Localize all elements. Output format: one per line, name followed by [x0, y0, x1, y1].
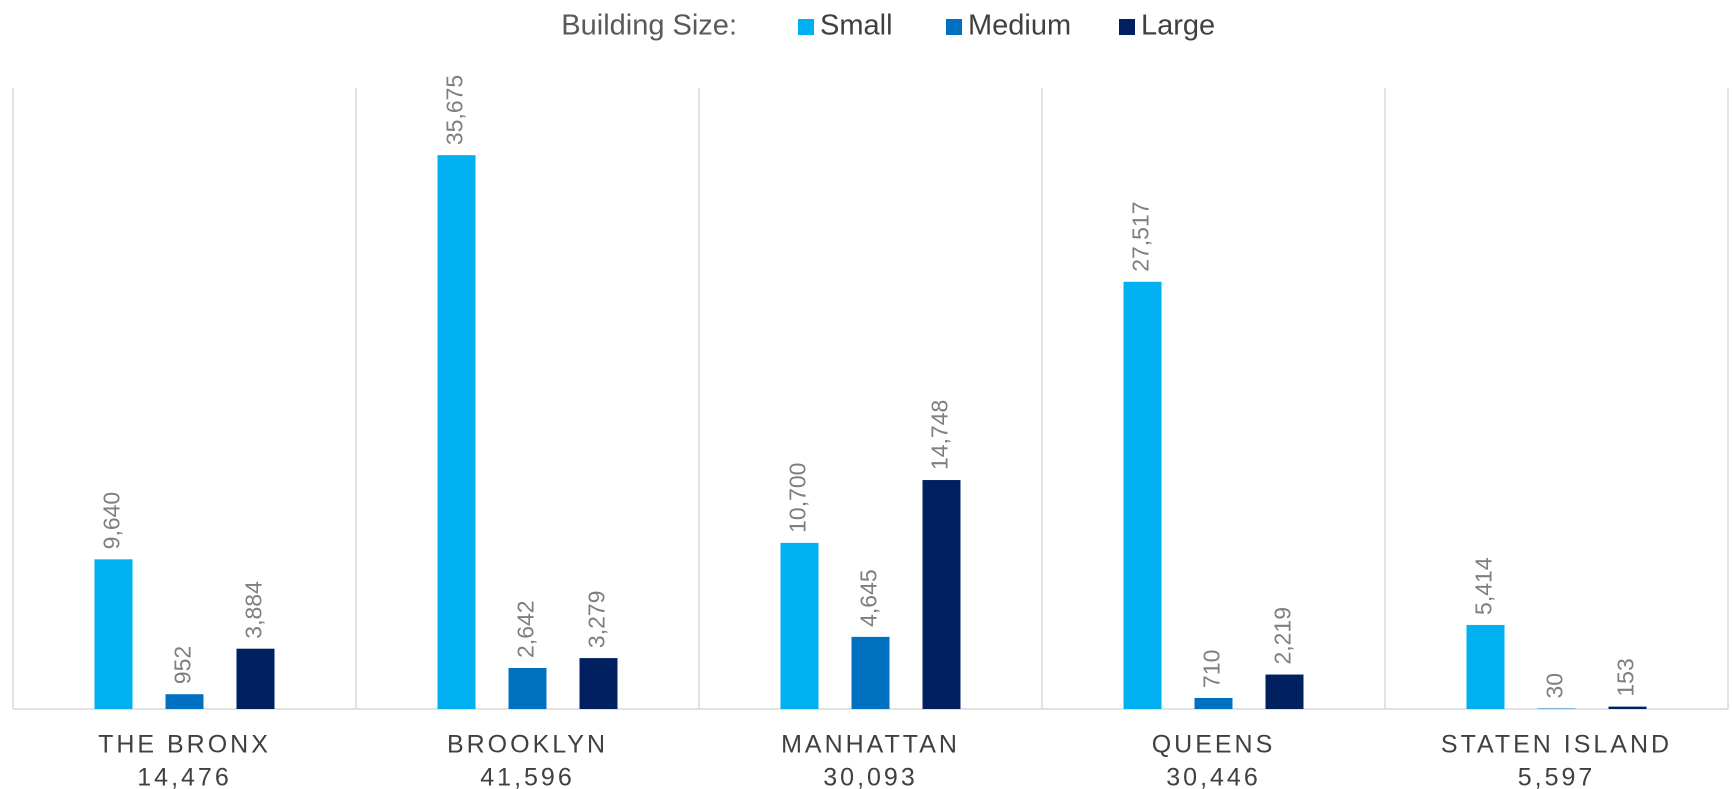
legend-label: Medium	[968, 10, 1071, 42]
bar	[1265, 674, 1304, 709]
bar	[579, 658, 618, 709]
bar	[1608, 706, 1647, 709]
data-label: 9,640	[99, 492, 125, 550]
x-tick-label: BROOKLYN	[447, 731, 608, 759]
x-tick-label: QUEENS	[1152, 731, 1276, 759]
x-tick-label: MANHATTAN	[781, 731, 960, 759]
bar	[922, 480, 961, 709]
total-label: 30,446	[1166, 764, 1260, 789]
total-label: 14,476	[137, 764, 231, 789]
bar	[1123, 281, 1162, 709]
bar	[437, 155, 476, 709]
data-label: 27,517	[1128, 201, 1154, 271]
data-label: 5,414	[1471, 557, 1497, 615]
data-label: 3,279	[584, 591, 610, 649]
data-label: 14,748	[927, 400, 953, 470]
data-label: 10,700	[785, 463, 811, 533]
x-tick-label: STATEN ISLAND	[1441, 731, 1672, 759]
data-label: 30	[1542, 673, 1568, 699]
total-label: 5,597	[1518, 764, 1596, 789]
data-label: 952	[170, 646, 196, 684]
bar	[780, 542, 819, 709]
data-label: 2,642	[513, 600, 539, 658]
legend-swatch	[798, 19, 814, 35]
total-label: 41,596	[480, 764, 574, 789]
legend-swatch	[946, 19, 962, 35]
bar	[508, 667, 547, 709]
bar	[94, 559, 133, 709]
bar	[851, 636, 890, 709]
bar	[1194, 697, 1233, 709]
legend-label: Small	[820, 10, 893, 42]
legend-label: Large	[1141, 10, 1215, 42]
legend-swatch	[1119, 19, 1135, 35]
data-label: 3,884	[241, 581, 267, 639]
bar	[236, 648, 275, 709]
bar	[1466, 624, 1505, 709]
x-tick-label: THE BRONX	[98, 731, 271, 759]
legend-title: Building Size:	[561, 10, 737, 42]
data-label: 710	[1199, 650, 1225, 688]
data-label: 2,219	[1270, 607, 1296, 665]
data-label: 35,675	[442, 75, 468, 145]
data-label: 153	[1613, 658, 1639, 696]
data-label: 4,645	[856, 569, 882, 627]
bar	[165, 694, 204, 709]
total-label: 30,093	[823, 764, 917, 789]
